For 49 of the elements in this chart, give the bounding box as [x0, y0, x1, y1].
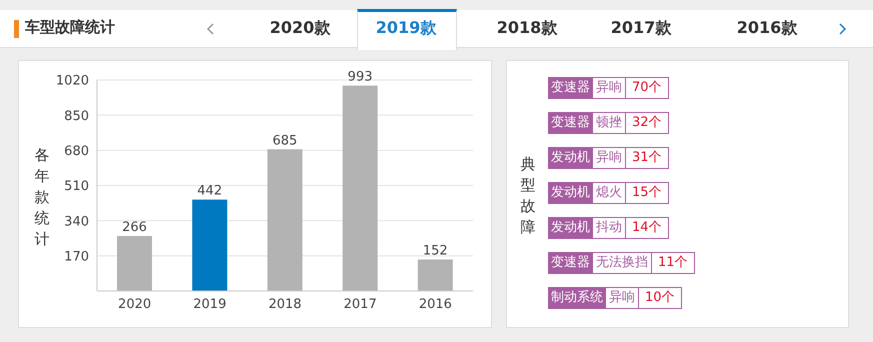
- category-label: 变速器: [551, 115, 590, 130]
- bar: [267, 149, 302, 291]
- bar: [117, 236, 152, 291]
- text: 典型故障: [520, 154, 536, 238]
- category-label: 变速器: [551, 80, 590, 95]
- y-tick-label: 170: [64, 249, 89, 264]
- data-label: 31个: [626, 147, 669, 169]
- chart-title: 车型故障统计: [25, 18, 115, 37]
- bar: [418, 260, 453, 291]
- year-tab[interactable]: 2017款: [601, 18, 681, 39]
- y-tick-label: 1020: [56, 74, 89, 89]
- category-label: 顿挫: [593, 112, 626, 134]
- x-tick-label: 2019: [193, 297, 226, 312]
- bar: [192, 200, 228, 291]
- y-tick-label: 340: [64, 214, 89, 230]
- category-label: 发动机: [551, 220, 590, 235]
- year-tab[interactable]: 2016款: [727, 18, 807, 39]
- category-label: 熄火: [593, 182, 626, 204]
- data-label: 266: [122, 220, 147, 235]
- data-label: 32个: [626, 112, 669, 134]
- y-tick-label: 850: [64, 108, 89, 124]
- data-label: 70个: [626, 77, 669, 99]
- year-tab[interactable]: 2018款: [487, 18, 567, 39]
- category-label: 异响: [606, 287, 639, 309]
- data-label: 993: [348, 70, 373, 85]
- category-label: 无法换挡: [593, 252, 652, 274]
- data-label: 685: [272, 133, 298, 148]
- category-label: 发动机: [551, 185, 590, 200]
- data-label: 15个: [626, 182, 669, 204]
- category-label: 异响: [593, 147, 626, 169]
- year-tab[interactable]: 2020款: [260, 18, 340, 39]
- data-label: 152: [422, 244, 448, 259]
- data-label: 14个: [626, 217, 669, 239]
- bar: [342, 86, 378, 291]
- y-axis-title: 各年款统计: [34, 145, 50, 250]
- x-tick-label: 2018: [268, 297, 302, 312]
- data-label: 11个: [652, 252, 695, 274]
- category-label: 发动机: [551, 150, 590, 165]
- category-label: 抖动: [593, 217, 626, 239]
- x-tick-label: 2020: [118, 297, 152, 312]
- y-tick-label: 680: [64, 144, 89, 159]
- data-label: 10个: [639, 287, 682, 309]
- category-label: 变速器: [551, 255, 590, 270]
- data-label: 442: [197, 184, 222, 199]
- category-label: 制动系统: [551, 290, 603, 305]
- x-tick-label: 2017: [344, 297, 377, 312]
- x-tick-label: 2016: [418, 297, 452, 312]
- category-label: 异响: [593, 77, 626, 99]
- y-tick-label: 510: [64, 179, 89, 194]
